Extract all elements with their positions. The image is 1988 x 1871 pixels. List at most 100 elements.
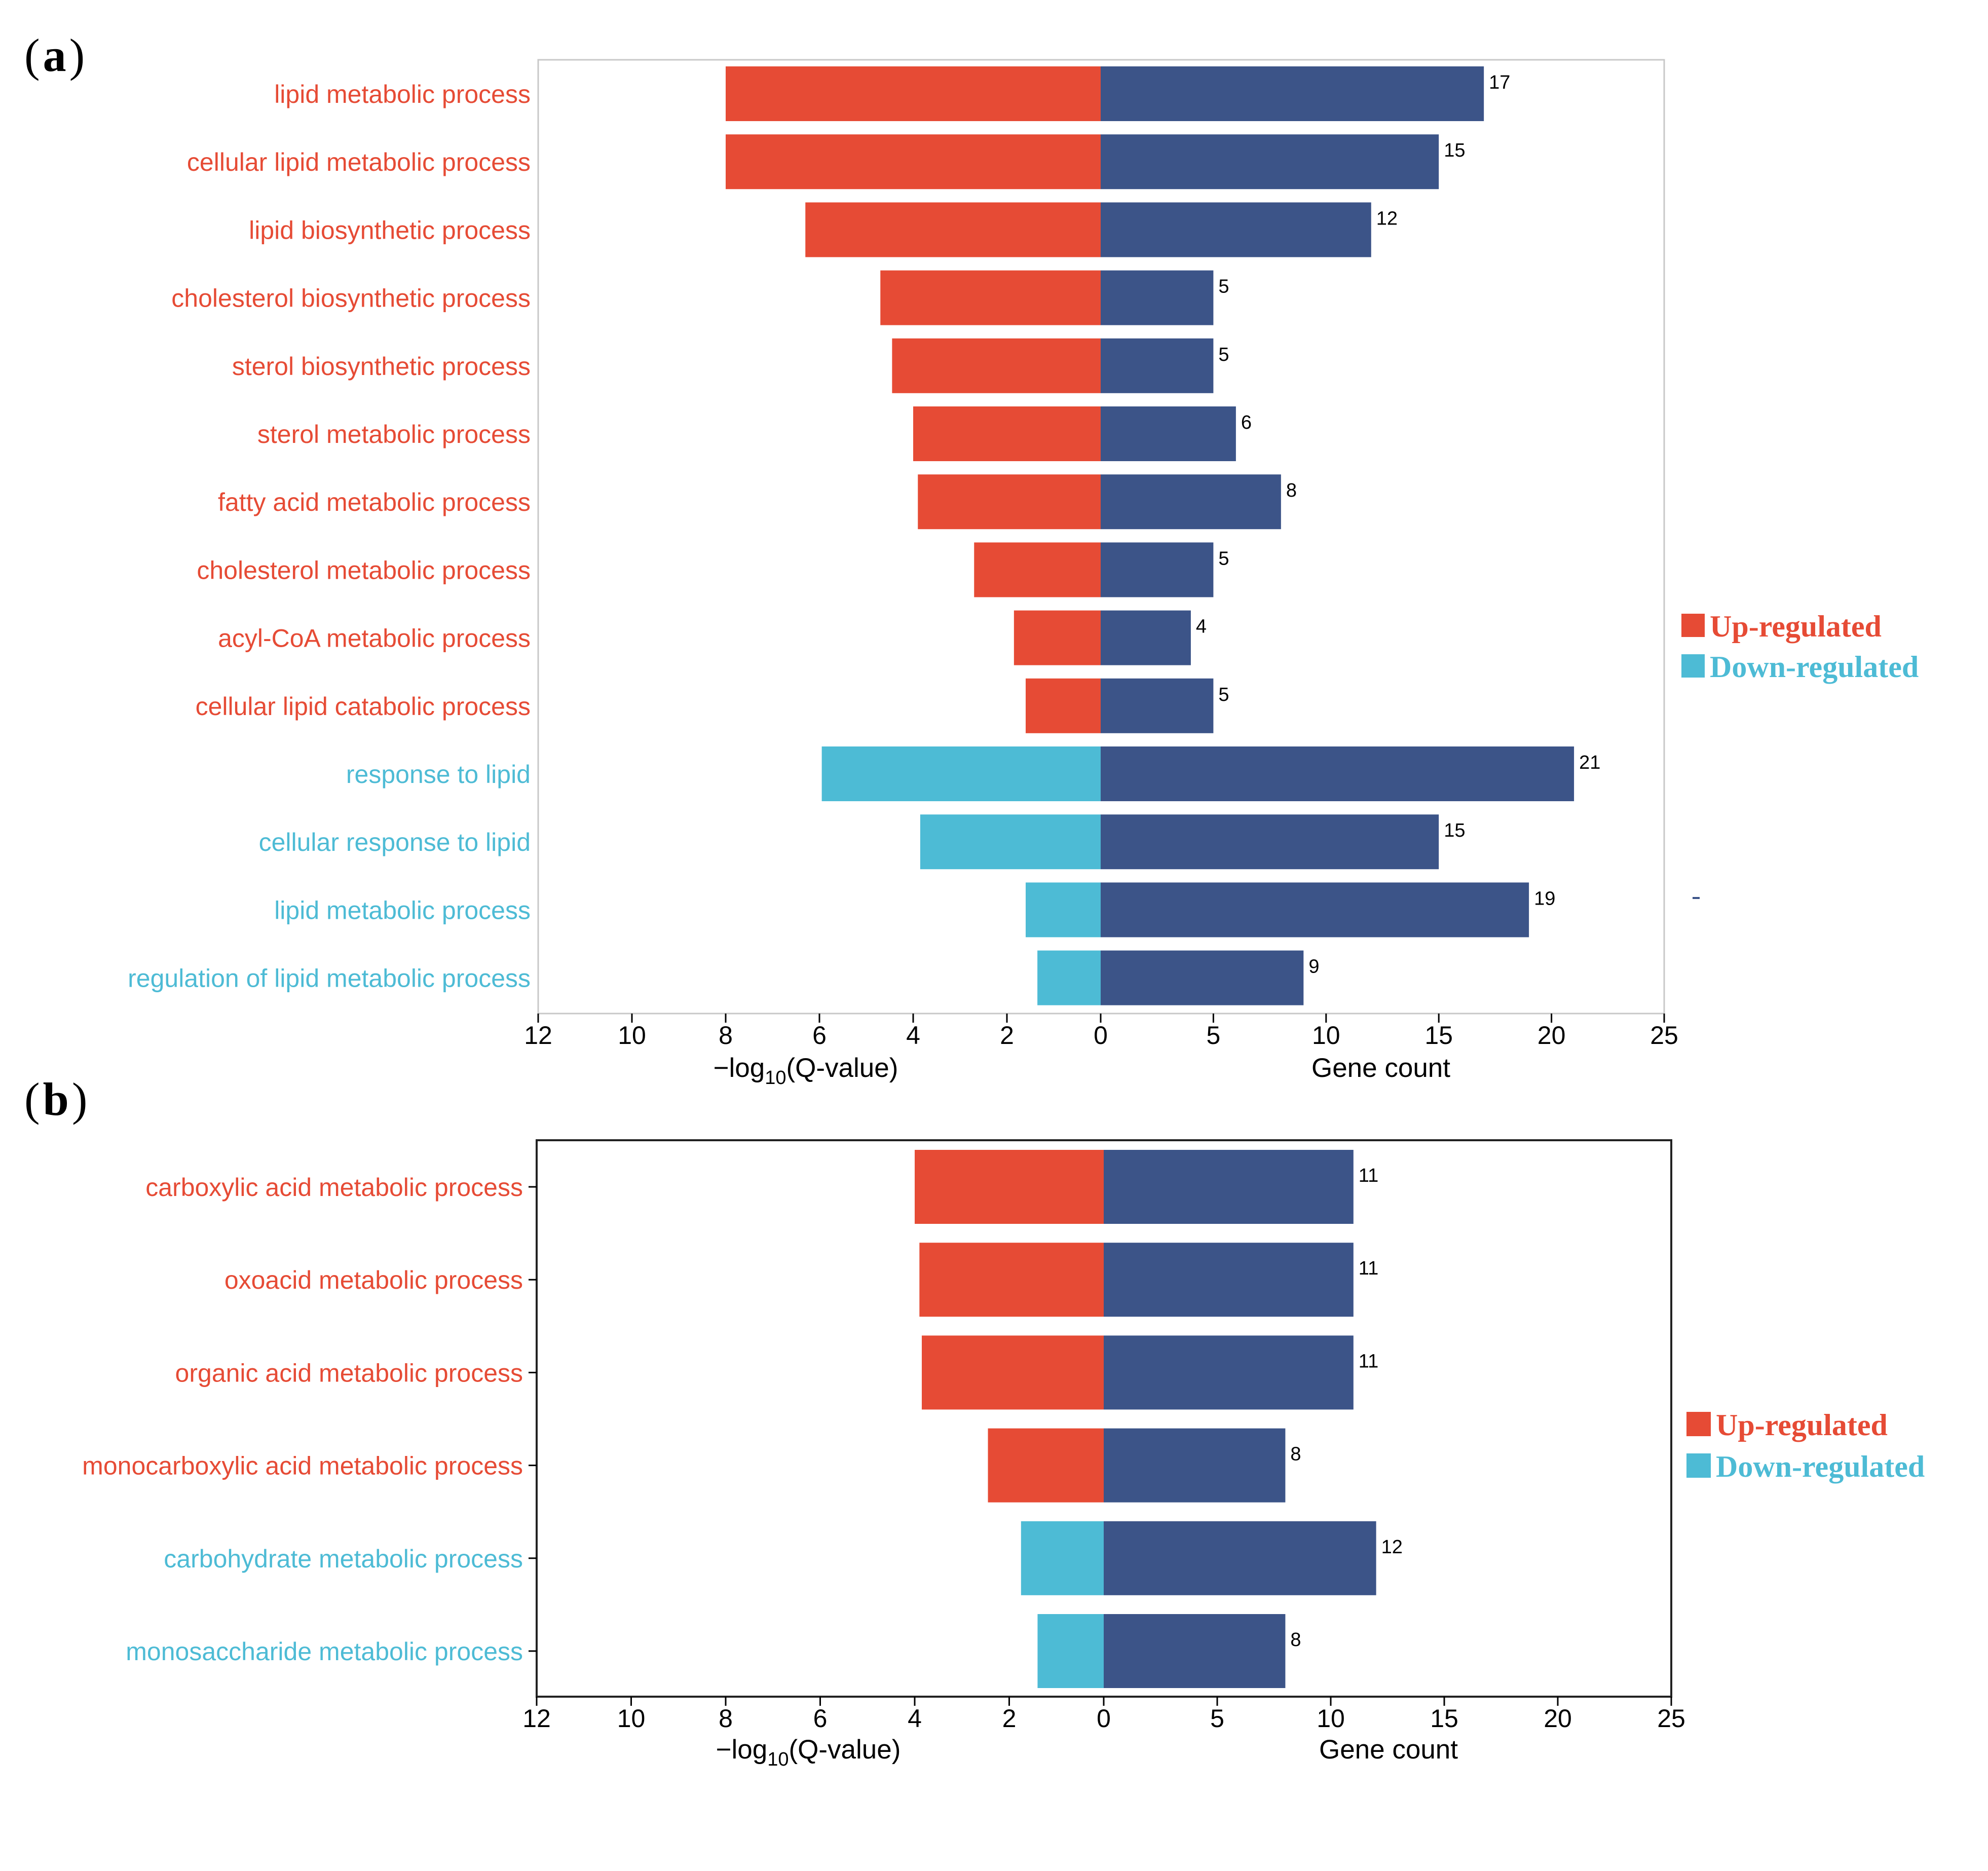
gene-count-label: 15	[1444, 140, 1465, 161]
right-axis-tick-label: 5	[1206, 1021, 1220, 1050]
category-label: carbohydrate metabolic process	[164, 1545, 523, 1573]
right-axis-tick-label: 25	[1650, 1021, 1678, 1050]
left-axis-tick-label: 0	[1097, 1704, 1111, 1733]
gene-count-bar	[1101, 134, 1439, 190]
left-axis-title-prefix: −log	[714, 1053, 765, 1083]
qvalue-bar	[919, 1243, 1104, 1317]
left-axis-title-suffix: (Q-value)	[789, 1735, 901, 1765]
qvalue-bar	[974, 542, 1101, 597]
left-axis-title: −log10(Q-value)	[716, 1735, 901, 1770]
category-label: regulation of lipid metabolic process	[128, 964, 531, 993]
left-axis-tick-label: 4	[908, 1704, 922, 1733]
category-label: sterol metabolic process	[257, 420, 531, 448]
right-axis-tick-label: 5	[1210, 1704, 1224, 1733]
gene-count-bar	[1104, 1428, 1286, 1503]
gene-count-label: 11	[1359, 1351, 1378, 1372]
gene-count-bar	[1104, 1243, 1354, 1317]
panel-label-letter: b	[43, 1073, 69, 1125]
legend: Up-regulated Down-regulated	[1686, 1408, 1925, 1483]
right-axis-tick-label: 25	[1657, 1704, 1685, 1733]
category-label: lipid biosynthetic process	[249, 216, 531, 244]
gene-count-bar	[1101, 678, 1214, 733]
panel-label-close: )	[69, 29, 85, 81]
category-label: monosaccharide metabolic process	[126, 1637, 523, 1666]
left-axis-tick-label: 4	[906, 1021, 920, 1050]
left-axis-tick-label: 6	[812, 1021, 827, 1050]
category-label: monocarboxylic acid metabolic process	[82, 1452, 523, 1480]
panel-label-open: (	[24, 1073, 40, 1125]
right-axis-tick-label: 15	[1430, 1704, 1458, 1733]
gene-count-label: 11	[1359, 1165, 1378, 1186]
qvalue-bar	[892, 338, 1101, 393]
gene-count-bar	[1101, 202, 1371, 257]
left-axis-title-prefix: −log	[716, 1735, 768, 1765]
gene-count-label: 9	[1308, 956, 1319, 978]
panel-label-open: (	[24, 29, 40, 81]
legend-swatch-up	[1686, 1412, 1711, 1436]
gene-count-label: 15	[1444, 820, 1465, 841]
category-label: cellular lipid metabolic process	[187, 148, 531, 176]
qvalue-bar	[805, 202, 1101, 257]
qvalue-bar	[921, 1335, 1104, 1410]
qvalue-bar	[821, 746, 1101, 801]
right-axis-tick-label: 20	[1544, 1704, 1572, 1733]
gene-count-bar	[1104, 1521, 1376, 1595]
legend-swatch-up	[1681, 614, 1705, 637]
gene-count-label: 21	[1579, 752, 1600, 773]
left-axis-tick-label: 8	[719, 1021, 733, 1050]
category-label: fatty acid metabolic process	[218, 488, 531, 516]
panel-label: (b)	[24, 1073, 87, 1125]
right-axis-tick-label: 20	[1537, 1021, 1566, 1050]
qvalue-bar	[726, 134, 1101, 190]
right-axis-title: Gene count	[1311, 1053, 1450, 1083]
qvalue-bar	[1026, 678, 1101, 733]
left-axis-tick-label: 10	[617, 1704, 646, 1733]
gene-count-bar	[1104, 1614, 1286, 1688]
right-axis-tick-label: 10	[1317, 1704, 1345, 1733]
gene-count-bar	[1101, 338, 1214, 393]
qvalue-bar	[915, 1150, 1104, 1224]
panel-label-letter: a	[43, 29, 66, 81]
panel-b: (b) 11 carboxylic acid metabolic process 11…	[24, 1073, 1925, 1770]
gene-count-label: 8	[1290, 1629, 1301, 1651]
category-label: organic acid metabolic process	[175, 1359, 523, 1387]
qvalue-bar	[1021, 1521, 1104, 1595]
left-axis-tick-label: 12	[522, 1704, 551, 1733]
gene-count-label: 17	[1489, 72, 1510, 93]
left-axis-title-sub: 10	[767, 1749, 789, 1770]
gene-count-bar	[1101, 474, 1281, 530]
gene-count-label: 11	[1359, 1258, 1378, 1279]
gene-count-bar	[1101, 66, 1484, 121]
gene-count-label: 5	[1218, 344, 1229, 365]
gene-count-label: 6	[1241, 412, 1252, 433]
qvalue-bar	[726, 66, 1101, 121]
gene-count-bar	[1101, 270, 1214, 325]
qvalue-bar	[988, 1428, 1104, 1503]
category-label: lipid metabolic process	[274, 896, 531, 924]
category-label: cholesterol biosynthetic process	[171, 284, 531, 313]
qvalue-bar	[1037, 1614, 1104, 1688]
panel-label: (a)	[24, 29, 85, 81]
category-label: cholesterol metabolic process	[197, 556, 531, 584]
legend-swatch-down	[1686, 1453, 1711, 1478]
right-axis-tick-label: 15	[1424, 1021, 1453, 1050]
left-axis-tick-label: 12	[524, 1021, 552, 1050]
legend-label-down: Down-regulated	[1716, 1450, 1925, 1483]
gene-count-label: 8	[1286, 480, 1297, 501]
qvalue-bar	[1014, 610, 1101, 665]
gene-count-label: 12	[1376, 208, 1398, 229]
left-axis-tick-label: 6	[813, 1704, 828, 1733]
gene-count-bar	[1101, 610, 1191, 665]
gene-count-bar	[1104, 1150, 1354, 1224]
gene-count-label: 12	[1381, 1537, 1403, 1558]
gene-count-bar	[1101, 814, 1439, 870]
panel-a: (a) 17 lipid metabolic process 15 cellular l…	[24, 29, 1919, 1089]
qvalue-bar	[913, 406, 1101, 461]
category-label: cellular lipid catabolic process	[196, 692, 531, 721]
legend-label-up: Up-regulated	[1716, 1408, 1888, 1442]
gene-count-label: 8	[1290, 1444, 1301, 1465]
gene-count-bar	[1104, 1335, 1354, 1410]
left-axis-tick-label: 8	[719, 1704, 733, 1733]
legend-label-down: Down-regulated	[1710, 650, 1919, 684]
